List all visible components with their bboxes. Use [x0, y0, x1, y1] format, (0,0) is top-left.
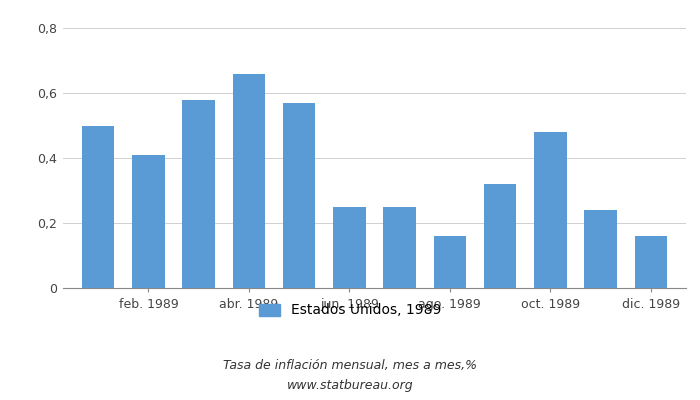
Bar — [384, 207, 416, 288]
Text: Tasa de inflación mensual, mes a mes,%: Tasa de inflación mensual, mes a mes,% — [223, 360, 477, 372]
Text: www.statbureau.org: www.statbureau.org — [287, 380, 413, 392]
Bar — [182, 100, 215, 288]
Bar — [132, 155, 164, 288]
Legend: Estados Unidos, 1989: Estados Unidos, 1989 — [253, 298, 447, 323]
Bar — [484, 184, 517, 288]
Bar — [433, 236, 466, 288]
Bar — [634, 236, 667, 288]
Bar — [82, 126, 115, 288]
Bar — [283, 103, 316, 288]
Bar — [333, 207, 365, 288]
Bar — [232, 74, 265, 288]
Bar — [584, 210, 617, 288]
Bar — [534, 132, 567, 288]
